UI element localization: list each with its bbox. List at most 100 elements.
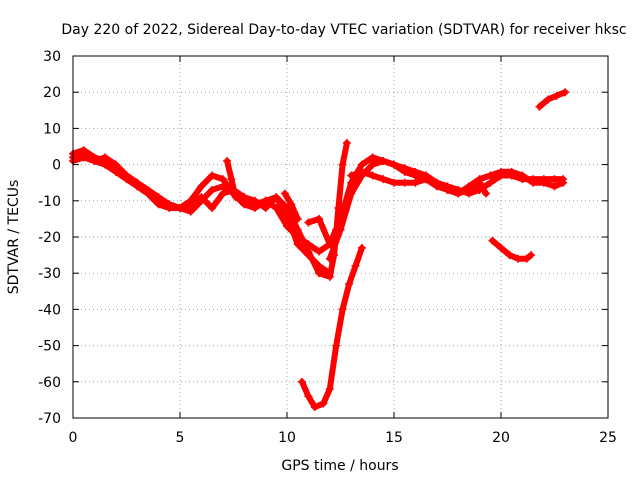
data-point — [218, 182, 227, 191]
y-tick-label: 10 — [43, 121, 61, 137]
data-point — [347, 189, 356, 198]
data-point — [227, 175, 236, 184]
data-point — [122, 171, 131, 180]
data-point — [197, 182, 206, 191]
y-tick-label: -30 — [38, 266, 61, 282]
data-point — [208, 185, 217, 194]
data-point — [336, 225, 345, 234]
data-point — [550, 175, 559, 184]
x-tick-label: 25 — [599, 430, 617, 446]
y-tick-label: -40 — [38, 302, 61, 318]
data-point — [154, 200, 163, 209]
data-point — [315, 261, 324, 270]
data-point — [283, 211, 291, 220]
data-point — [218, 175, 227, 184]
x-tick-label: 20 — [492, 430, 510, 446]
series-spike-b — [280, 189, 302, 223]
x-tick-label: 10 — [278, 430, 296, 446]
data-point — [304, 218, 313, 227]
data-point — [240, 200, 249, 209]
data-point — [240, 193, 249, 202]
data-point — [488, 236, 497, 245]
data-point — [280, 189, 289, 198]
data-point — [342, 138, 351, 147]
data-point — [357, 243, 366, 252]
data-point — [505, 251, 514, 260]
data-point — [486, 178, 495, 187]
data-point — [304, 251, 313, 260]
data-point — [186, 200, 195, 209]
data-point — [250, 196, 259, 205]
data-point — [357, 171, 366, 180]
data-point — [400, 164, 409, 173]
data-point — [272, 204, 281, 213]
data-point — [79, 153, 88, 162]
data-point — [475, 178, 484, 187]
data-point — [197, 193, 206, 202]
data-point — [550, 182, 559, 191]
data-point — [347, 171, 356, 180]
data-point — [154, 193, 163, 202]
data-point — [315, 214, 324, 223]
series-segment-h — [535, 88, 570, 111]
y-tick-label: -70 — [38, 411, 61, 427]
data-point — [325, 254, 334, 263]
data-point — [432, 178, 441, 187]
data-point — [315, 247, 324, 256]
y-tick-label: -10 — [38, 194, 61, 210]
data-point — [208, 171, 217, 180]
data-point — [411, 178, 420, 187]
data-point — [319, 399, 328, 408]
data-point — [325, 269, 334, 278]
data-point — [272, 193, 281, 202]
data-point — [90, 156, 99, 165]
data-point — [379, 156, 388, 165]
y-tick-label: -50 — [38, 339, 61, 355]
data-point — [223, 156, 232, 165]
data-point — [133, 178, 142, 187]
x-tick-label: 5 — [176, 430, 185, 446]
x-tick-label: 15 — [385, 430, 403, 446]
data-point — [315, 269, 324, 278]
data-point — [186, 207, 195, 216]
data-point — [454, 189, 463, 198]
data-point — [310, 403, 319, 412]
data-point — [507, 167, 516, 176]
axis-tick-labels: 0 5 10 15 20 25 -70 -60 -50 -40 -30 -20 -10 0 10 20 30 — [38, 49, 617, 446]
data-point — [535, 102, 544, 111]
data-point — [250, 204, 259, 213]
grid-lines — [73, 56, 608, 418]
data-point — [522, 254, 531, 263]
series-layer — [69, 88, 570, 412]
data-point — [79, 146, 88, 155]
data-point — [338, 305, 347, 314]
data-point — [297, 377, 306, 386]
data-point — [287, 200, 296, 209]
data-point — [293, 240, 302, 249]
data-point — [347, 178, 356, 187]
data-point — [482, 189, 491, 198]
series-dip — [297, 243, 366, 412]
data-point — [325, 385, 334, 394]
data-point — [390, 160, 398, 169]
y-tick-label: -20 — [38, 230, 61, 246]
data-point — [561, 88, 570, 97]
data-point — [422, 171, 431, 180]
data-point — [218, 189, 227, 198]
series-line — [536, 89, 569, 110]
data-point — [443, 185, 452, 194]
data-point — [497, 167, 505, 176]
x-axis-label: GPS time / hours — [281, 458, 398, 474]
data-point — [293, 214, 302, 223]
data-point — [357, 160, 366, 169]
series-line — [326, 158, 489, 262]
data-point — [368, 153, 377, 162]
y-axis-label: SDTVAR / TECUs — [6, 180, 22, 295]
data-point — [529, 178, 538, 187]
data-point — [559, 178, 568, 187]
series-spike-a — [223, 156, 240, 202]
data-point — [518, 171, 527, 180]
data-point — [208, 204, 217, 213]
